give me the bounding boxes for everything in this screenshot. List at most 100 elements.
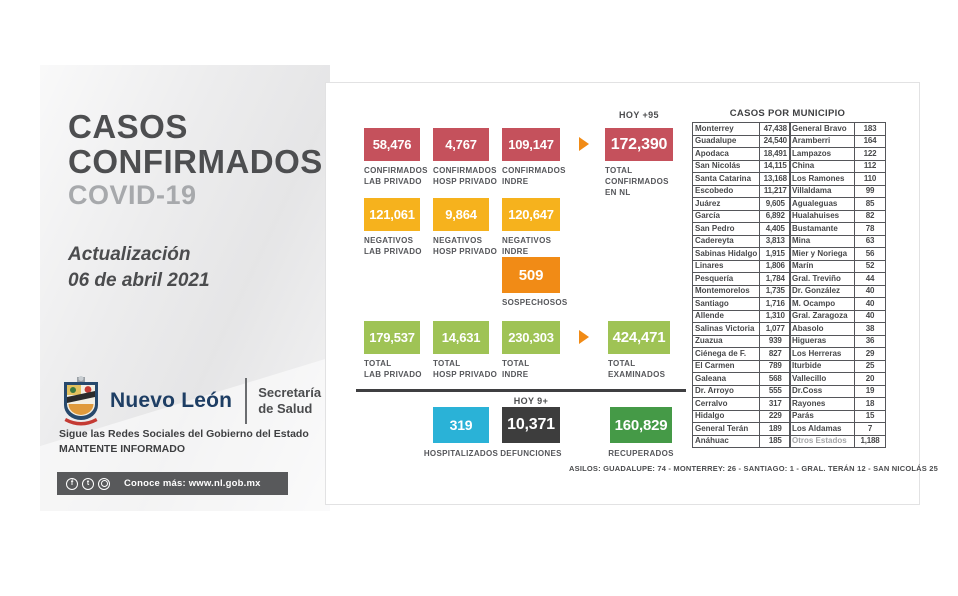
municipio-value: 827 [759,347,792,361]
stat-value: 4,767 [433,128,489,161]
municipio-value: 7 [854,422,886,436]
table-row: M. Ocampo 40 [789,297,886,311]
stat-value: 14,631 [433,321,489,354]
table-row: Villaldama 99 [789,184,886,198]
table-row: Lampazos 122 [789,147,886,161]
municipio-value: 110 [854,172,886,186]
municipio-name: Marín [789,259,855,273]
municipio-name: General Terán [691,422,761,436]
twitter-icon: t [82,477,94,490]
municipio-name: Los Ramones [789,172,855,186]
social-line1: Sigue las Redes Sociales del Gobierno de… [59,428,309,440]
table-row: Guadalupe 24,540 [691,134,792,148]
municipio-value: 18 [854,397,886,411]
stat-label: INDRE [502,176,529,186]
table-row: Pesquería 1,784 [691,272,792,286]
municipio-value: 15 [854,409,886,423]
municipio-value: 1,310 [759,309,792,323]
municipio-name: Guadalupe [691,134,761,148]
stat-label: EN NL [605,187,631,197]
municipio-name: General Bravo [789,122,855,136]
municipio-name: Hualahuises [789,209,855,223]
stat-label: CONFIRMADOS [433,166,497,175]
table-row: San Pedro 4,405 [691,222,792,236]
stat-negativos-indre: 120,647 NEGATIVOS INDRE [502,198,560,258]
table-row: China 112 [789,159,886,173]
stat-label: TOTAL [605,166,633,175]
table-row: Cadereyta 3,813 [691,234,792,248]
municipio-value: 1,188 [854,434,886,448]
municipio-value: 56 [854,247,886,261]
municipio-name: Sabinas Hidalgo [691,247,761,261]
municipio-name: Escobedo [691,184,761,198]
municipio-name: García [691,209,761,223]
municipio-value: 38 [854,322,886,336]
municipio-name: Monterrey [691,122,761,136]
stat-label: RECUPERADOS [608,449,674,458]
stat-total-confirmados: 172,390 TOTAL CONFIRMADOS EN NL [605,128,673,198]
municipio-name: Linares [691,259,761,273]
municipio-name: Santa Catarina [691,172,761,186]
table-row: Apodaca 18,491 [691,147,792,161]
stat-label: TOTAL [364,359,392,368]
stat-confirmados-hosp-privado: 4,767 CONFIRMADOS HOSP PRIVADO [433,128,497,188]
stat-label: CONFIRMADOS [364,166,428,175]
stat-value: 160,829 [610,407,672,443]
table-row: Allende 1,310 [691,309,792,323]
table-row: Sabinas Hidalgo 1,915 [691,247,792,261]
update-value: 06 de abril 2021 [68,269,210,291]
brand-name: Nuevo León [110,389,233,412]
stat-value: 9,864 [433,198,489,231]
instagram-icon [98,477,110,490]
municipios-header: CASOS POR MUNICIPIO [729,108,846,119]
table-row: Montemorelos 1,735 [691,284,792,298]
nuevo-leon-shield-icon [64,376,98,426]
municipio-value: 11,217 [759,184,792,198]
table-row: Los Aldamas 7 [789,422,886,436]
municipio-value: 789 [759,359,792,373]
table-row: El Carmen 789 [691,359,792,373]
secretaria-line2: de Salud [258,401,313,416]
stat-label: LAB PRIVADO [364,246,422,256]
table-row: Linares 1,806 [691,259,792,273]
table-row: Dr. González 40 [789,284,886,298]
stat-label: HOSP PRIVADO [433,176,498,186]
social-line2: MANTENTE INFORMADO [59,442,185,455]
municipio-name: Dr.Coss [789,384,855,398]
municipio-value: 25 [854,359,886,373]
stat-confirmados-lab-privado: 58,476 CONFIRMADOS LAB PRIVADO [364,128,428,188]
municipio-value: 13,168 [759,172,792,186]
table-row: Mina 63 [789,234,886,248]
municipio-name: Allende [691,309,761,323]
municipio-value: 9,605 [759,197,792,211]
stat-label: NEGATIVOS [433,236,483,245]
hoy-defunciones-badge: HOY 9+ [513,396,549,406]
stat-label: HOSP PRIVADO [433,369,498,379]
table-row: Los Herreras 29 [789,347,886,361]
municipio-value: 112 [854,159,886,173]
municipio-value: 14,115 [759,159,792,173]
municipio-value: 122 [854,147,886,161]
table-row: Dr.Coss 19 [789,384,886,398]
stat-value: 120,647 [502,198,560,231]
table-row: Abasolo 38 [789,322,886,336]
municipios-table-left: Monterrey 47,438 Guadalupe 24,540 Apodac… [691,122,792,448]
title-covid: COVID-19 [68,180,197,211]
municipio-name: Mier y Noriega [789,247,855,261]
stat-value: 319 [433,407,489,443]
municipio-value: 939 [759,334,792,348]
municipio-value: 229 [759,409,792,423]
table-row: General Bravo 183 [789,122,886,136]
table-row: Ciénega de F. 827 [691,347,792,361]
municipio-name: Hidalgo [691,409,761,423]
municipio-name: Cerralvo [691,397,761,411]
table-row: San Nicolás 14,115 [691,159,792,173]
table-row: Los Ramones 110 [789,172,886,186]
title-line-1: CASOS [68,108,188,145]
municipio-name: Pesquería [691,272,761,286]
stat-total-examinados: 424,471 TOTAL EXAMINADOS [608,321,670,381]
stat-label: DEFUNCIONES [500,449,562,458]
table-row: Gral. Zaragoza 40 [789,309,886,323]
municipio-name: Vallecillo [789,372,855,386]
municipio-name: Zuazua [691,334,761,348]
